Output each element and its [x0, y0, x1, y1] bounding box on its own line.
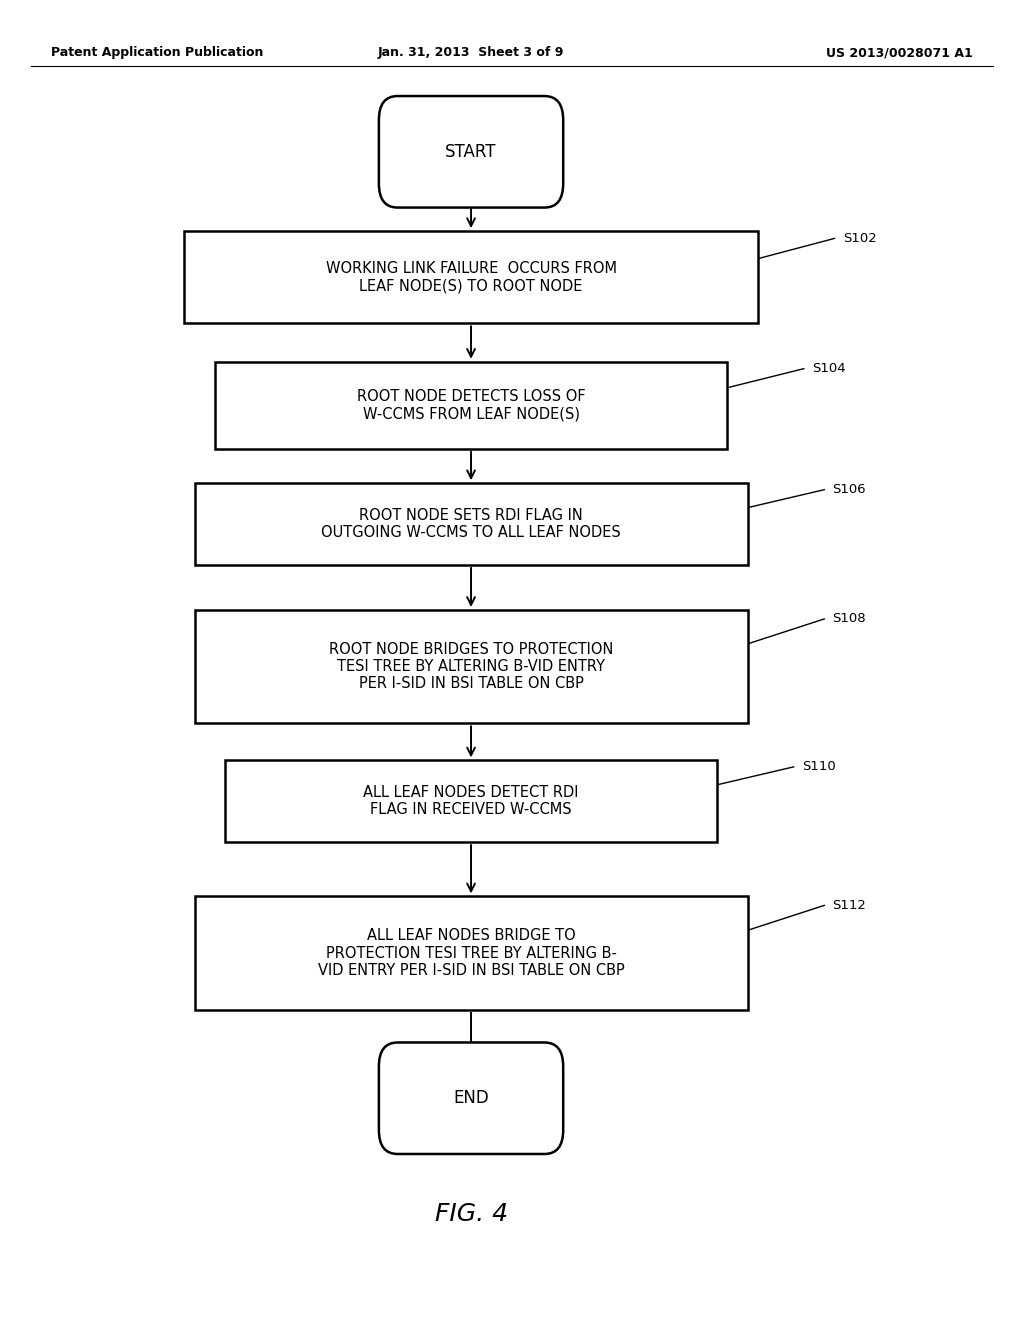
Text: S104: S104: [812, 362, 846, 375]
Text: S102: S102: [843, 232, 877, 246]
Bar: [184, 231, 758, 323]
Text: ROOT NODE DETECTS LOSS OF
W-CCMS FROM LEAF NODE(S): ROOT NODE DETECTS LOSS OF W-CCMS FROM LE…: [356, 389, 586, 421]
Text: Patent Application Publication: Patent Application Publication: [51, 46, 263, 59]
Bar: [195, 896, 748, 1010]
Bar: [225, 760, 717, 842]
Text: US 2013/0028071 A1: US 2013/0028071 A1: [826, 46, 973, 59]
Text: S108: S108: [833, 612, 866, 626]
Text: ROOT NODE BRIDGES TO PROTECTION
TESI TREE BY ALTERING B-VID ENTRY
PER I-SID IN B: ROOT NODE BRIDGES TO PROTECTION TESI TRE…: [329, 642, 613, 692]
Text: S110: S110: [802, 760, 836, 774]
FancyBboxPatch shape: [379, 96, 563, 207]
Text: FIG. 4: FIG. 4: [434, 1203, 508, 1226]
FancyBboxPatch shape: [379, 1043, 563, 1154]
Bar: [195, 610, 748, 723]
Text: END: END: [454, 1089, 488, 1107]
Text: S106: S106: [833, 483, 866, 496]
Text: START: START: [445, 143, 497, 161]
Bar: [215, 362, 727, 449]
Text: ALL LEAF NODES BRIDGE TO
PROTECTION TESI TREE BY ALTERING B-
VID ENTRY PER I-SID: ALL LEAF NODES BRIDGE TO PROTECTION TESI…: [317, 928, 625, 978]
Text: S112: S112: [833, 899, 866, 912]
Text: WORKING LINK FAILURE  OCCURS FROM
LEAF NODE(S) TO ROOT NODE: WORKING LINK FAILURE OCCURS FROM LEAF NO…: [326, 261, 616, 293]
Text: Jan. 31, 2013  Sheet 3 of 9: Jan. 31, 2013 Sheet 3 of 9: [378, 46, 564, 59]
Text: ALL LEAF NODES DETECT RDI
FLAG IN RECEIVED W-CCMS: ALL LEAF NODES DETECT RDI FLAG IN RECEIV…: [364, 785, 579, 817]
Text: ROOT NODE SETS RDI FLAG IN
OUTGOING W-CCMS TO ALL LEAF NODES: ROOT NODE SETS RDI FLAG IN OUTGOING W-CC…: [322, 508, 621, 540]
Bar: [195, 483, 748, 565]
